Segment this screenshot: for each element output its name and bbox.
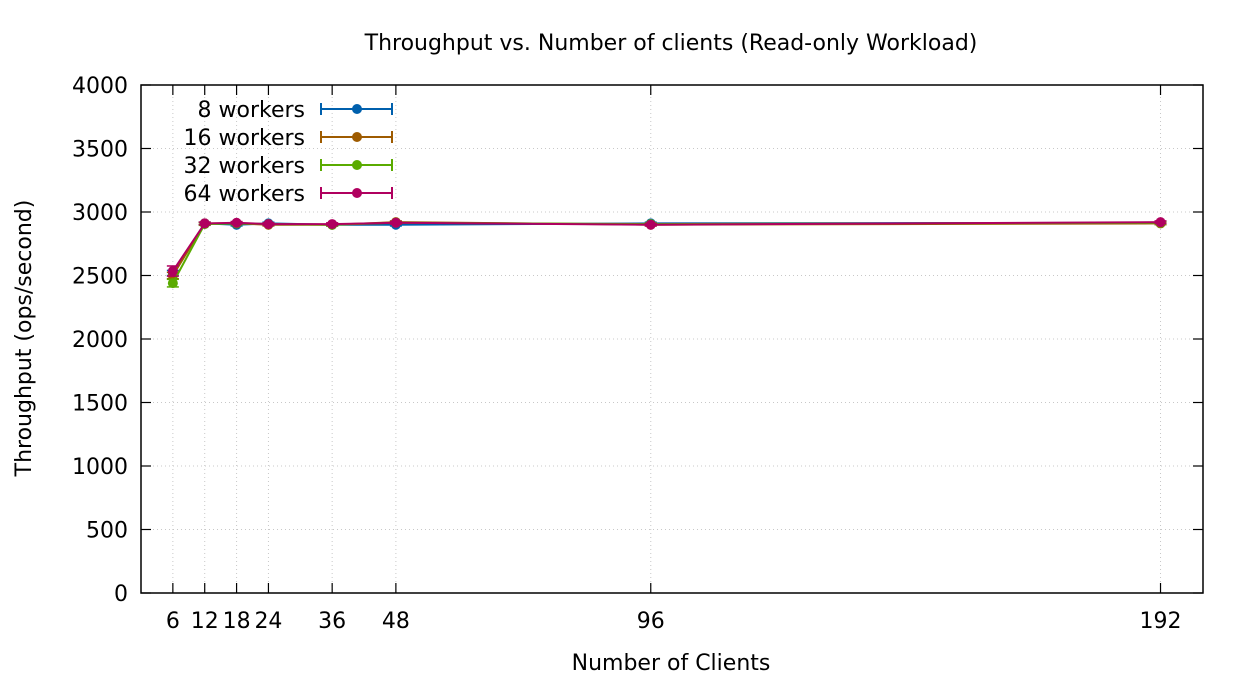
y-tick-label: 500 bbox=[86, 519, 128, 544]
x-tick-label: 96 bbox=[637, 609, 665, 634]
grid bbox=[141, 85, 1203, 593]
x-tick-label: 12 bbox=[191, 609, 219, 634]
y-tick-label: 2500 bbox=[72, 265, 128, 290]
y-tick-label: 3500 bbox=[72, 138, 128, 163]
data-point bbox=[167, 266, 178, 277]
y-tick-label: 0 bbox=[114, 582, 128, 607]
legend-marker bbox=[352, 104, 362, 114]
y-tick-label: 2000 bbox=[72, 328, 128, 353]
x-tick-label: 36 bbox=[318, 609, 346, 634]
series-2 bbox=[166, 217, 1167, 289]
data-point bbox=[263, 219, 274, 230]
y-tick-label: 1000 bbox=[72, 455, 128, 480]
data-point bbox=[199, 218, 210, 229]
legend-label: 64 workers bbox=[184, 182, 305, 207]
x-tick-label: 192 bbox=[1140, 609, 1182, 634]
series-3 bbox=[166, 217, 1167, 277]
series-group bbox=[166, 217, 1167, 289]
series-0 bbox=[166, 217, 1167, 278]
series-1 bbox=[166, 217, 1167, 281]
legend-item: 64 workers bbox=[184, 182, 393, 207]
chart-title: Throughput vs. Number of clients (Read-o… bbox=[364, 31, 978, 56]
legend-item: 8 workers bbox=[198, 98, 393, 123]
data-point bbox=[231, 217, 242, 228]
y-tick-label: 1500 bbox=[72, 392, 128, 417]
axis-ticks: 0 500 1000 1500 2000 2500 3000 3500 4000 6 12 18 24 3… bbox=[72, 74, 1203, 634]
legend-label: 32 workers bbox=[184, 154, 305, 179]
data-point bbox=[327, 219, 338, 230]
legend-label: 8 workers bbox=[198, 98, 306, 123]
y-axis-label: Throughput (ops/second) bbox=[12, 200, 37, 478]
x-tick-label: 48 bbox=[382, 609, 410, 634]
y-tick-label: 4000 bbox=[72, 74, 128, 99]
series-line bbox=[172, 221, 1161, 274]
data-point bbox=[390, 217, 401, 228]
legend-marker bbox=[352, 132, 362, 142]
x-tick-label: 18 bbox=[223, 609, 251, 634]
legend-label: 16 workers bbox=[184, 126, 305, 151]
series-line bbox=[172, 221, 1161, 277]
series-line bbox=[171, 221, 1161, 284]
data-point bbox=[1155, 217, 1166, 228]
legend-marker bbox=[352, 188, 362, 198]
x-tick-label: 24 bbox=[254, 609, 282, 634]
series-line bbox=[172, 221, 1161, 272]
data-point bbox=[645, 219, 656, 230]
legend: 8 workers 16 workers 32 workers 64 workers bbox=[184, 98, 393, 207]
y-tick-label: 3000 bbox=[72, 201, 128, 226]
legend-marker bbox=[352, 160, 362, 170]
x-tick-label: 6 bbox=[166, 609, 180, 634]
legend-item: 16 workers bbox=[184, 126, 393, 151]
x-axis-label: Number of Clients bbox=[572, 651, 771, 676]
data-point bbox=[167, 278, 178, 289]
legend-item: 32 workers bbox=[184, 154, 393, 179]
